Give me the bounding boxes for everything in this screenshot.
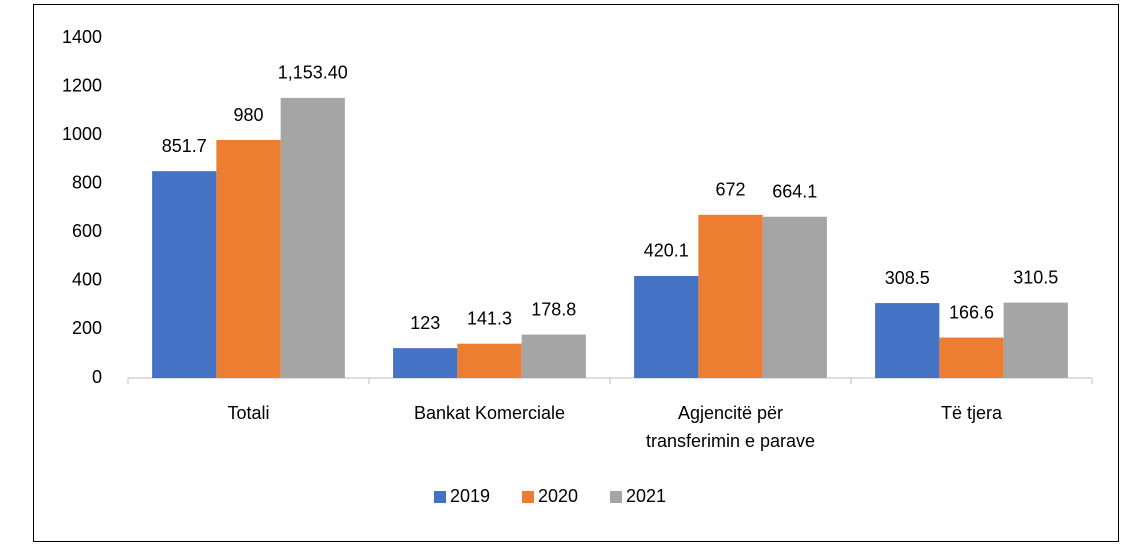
y-tick-label: 800 — [72, 172, 102, 192]
y-tick-label: 200 — [72, 318, 102, 338]
bar — [1003, 302, 1068, 378]
y-tick-label: 1000 — [62, 124, 102, 144]
x-tick-label: Agjencitë për transferimin e parave — [646, 403, 815, 451]
bar — [152, 171, 217, 378]
legend-swatch — [610, 491, 622, 503]
legend-swatch — [434, 491, 446, 503]
bar — [521, 334, 586, 378]
data-label: 123 — [410, 313, 440, 333]
data-label: 141.3 — [467, 308, 512, 328]
data-label: 308.5 — [885, 268, 930, 288]
bar — [216, 140, 281, 378]
data-label: 980 — [233, 105, 263, 125]
bar — [393, 348, 458, 378]
bar — [875, 303, 940, 378]
x-tick-label: Të tjera — [941, 403, 1003, 423]
data-label: 178.8 — [531, 299, 576, 319]
data-label: 420.1 — [644, 241, 689, 261]
y-tick-label: 0 — [92, 367, 102, 387]
x-tick-label: Totali — [227, 403, 269, 423]
data-label: 1,153.40 — [278, 63, 348, 83]
x-tick-label: Bankat Komerciale — [414, 403, 565, 423]
bar — [939, 337, 1004, 378]
y-tick-label: 600 — [72, 221, 102, 241]
bar — [698, 214, 763, 378]
legend-swatch — [522, 491, 534, 503]
legend-label: 2020 — [538, 486, 578, 506]
y-tick-label: 1400 — [62, 27, 102, 47]
legend-label: 2021 — [626, 486, 666, 506]
bar — [280, 97, 345, 378]
data-label: 310.5 — [1013, 267, 1058, 287]
data-label: 672 — [715, 180, 745, 200]
legend-label: 2019 — [450, 486, 490, 506]
data-label: 166.6 — [949, 302, 994, 322]
y-tick-label: 1200 — [62, 75, 102, 95]
bar — [457, 343, 522, 378]
data-label: 664.1 — [772, 181, 817, 201]
bar — [762, 216, 827, 378]
data-label: 851.7 — [162, 136, 207, 156]
bar — [634, 275, 699, 378]
y-tick-label: 400 — [72, 270, 102, 290]
